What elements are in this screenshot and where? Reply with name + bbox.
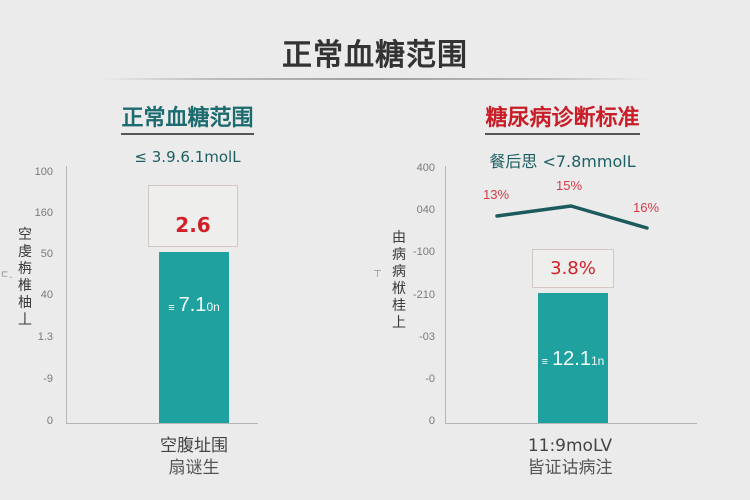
y-tick: -210 bbox=[412, 289, 435, 301]
trend-line bbox=[495, 204, 649, 230]
trend-point-label: 15% bbox=[556, 178, 583, 193]
panel-subtitle-diabetes: 餐后思 <7.8mmolL bbox=[489, 152, 636, 171]
callout-box: 2.6 bbox=[148, 185, 238, 247]
main-title: 正常血糖范围 bbox=[282, 38, 468, 73]
panel-title-diabetes: 糖尿病诊断标准 bbox=[375, 100, 750, 135]
y-tick: -0 bbox=[425, 373, 435, 385]
panel-subtitle-normal: ≤ 3.9.6.1molL bbox=[134, 148, 241, 166]
panel-title-normal: 正常血糖范围 bbox=[0, 100, 375, 135]
trend-point-label: 13% bbox=[483, 187, 510, 202]
x-category-label: 空腹址围 扇谜生 bbox=[160, 436, 228, 478]
y-tick: 400 bbox=[416, 162, 435, 174]
fasting-glucose-bar: ≡ 7.10n bbox=[159, 252, 229, 423]
y-tick: -100 bbox=[412, 246, 435, 258]
y-tick: 0 bbox=[428, 415, 435, 427]
bar-value-label: ≡ 12.11n bbox=[541, 348, 605, 370]
y-tick: -03 bbox=[419, 331, 435, 343]
x-axis-line bbox=[66, 423, 258, 424]
y-tick: 50 bbox=[40, 248, 53, 260]
callout-box: 3.8% bbox=[532, 249, 614, 288]
y-tick: 0 bbox=[46, 415, 53, 427]
y-tick: -9 bbox=[43, 373, 53, 385]
y-tick: 1.3 bbox=[37, 331, 53, 343]
title-divider bbox=[100, 78, 650, 80]
axis-side-mark: ㄷ. bbox=[0, 270, 13, 281]
y-axis-line bbox=[445, 166, 446, 423]
trend-point-label: 16% bbox=[633, 200, 660, 215]
x-category-label: 11:9moLV 皆证诂病注 bbox=[527, 436, 613, 478]
y-axis-label: 由病病 栿桂上 bbox=[392, 230, 406, 331]
y-tick: 160 bbox=[34, 207, 53, 219]
y-tick: 040 bbox=[416, 204, 435, 216]
y-tick: 100 bbox=[34, 166, 53, 178]
y-tick: 40 bbox=[40, 289, 53, 301]
bar-value-label: ≡ 7.10n bbox=[168, 294, 220, 316]
x-axis-line bbox=[445, 423, 697, 424]
normal-glucose-panel: 正常血糖范围 ≤ 3.9.6.1molL 100 160 50 40 1.3 -… bbox=[0, 90, 375, 500]
y-axis-line bbox=[66, 166, 67, 423]
diagnosis-glucose-bar: ≡ 12.11n bbox=[538, 293, 608, 423]
diabetes-criteria-panel: 糖尿病诊断标准 餐后思 <7.8mmolL 400 040 -100 -210 … bbox=[371, 90, 750, 500]
y-axis-label: 空虔栴 椎柚丄 bbox=[18, 227, 32, 328]
